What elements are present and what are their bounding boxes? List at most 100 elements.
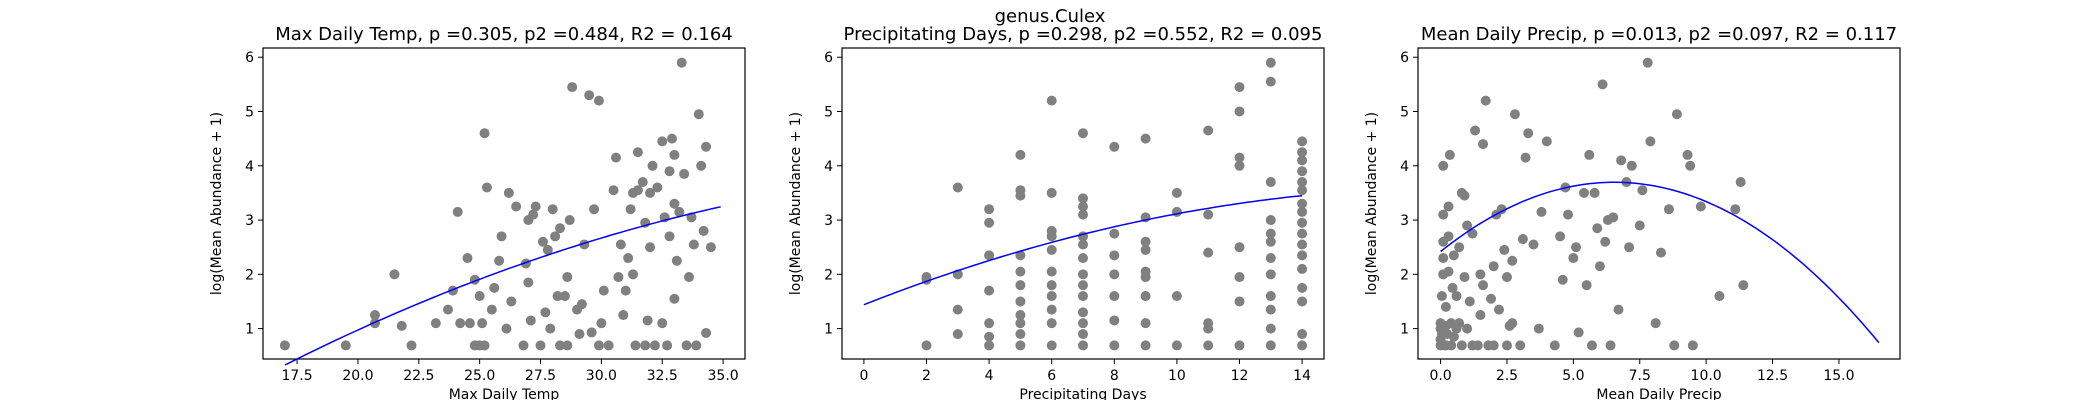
data-point [542,244,553,255]
data-point [618,310,629,321]
data-point [1454,242,1465,253]
data-point [691,340,702,351]
data-point [1695,201,1706,212]
data-point [1297,155,1308,166]
data-point [693,109,704,120]
data-point [1297,296,1308,307]
data-point [1234,296,1245,307]
x-tick-label: 30.0 [586,368,617,384]
data-point [649,340,660,351]
data-point [1265,340,1276,351]
data-point [696,160,707,171]
x-tick-label: 35.0 [708,368,739,384]
data-point [1475,269,1486,280]
data-point [1015,318,1026,329]
data-point [620,285,631,296]
data-point [481,182,492,193]
subplot-title: Max Daily Temp, p =0.305, p2 =0.484, R2 … [275,24,733,45]
data-point [632,185,643,196]
subplot-1: Max Daily Temp, p =0.305, p2 =0.484, R2 … [209,24,746,400]
data-point [525,315,536,326]
data-point [1078,307,1088,318]
data-point [1046,95,1057,106]
data-point [1078,239,1088,250]
data-point [952,304,963,315]
data-point [1297,263,1308,274]
y-tick-label: 4 [824,159,833,175]
y-axis-label: log(Mean Abundance + 1) [788,112,804,295]
data-point [1626,160,1637,171]
data-point [1297,166,1308,177]
data-point [535,340,546,351]
y-tick-label: 1 [245,322,254,338]
data-point [1555,231,1566,242]
data-point [1436,291,1447,302]
data-point [1078,128,1088,139]
data-point [1265,228,1276,239]
data-point [628,269,639,280]
axes-frame [841,47,1325,360]
data-point [474,291,485,302]
data-point [537,236,548,247]
data-point [1265,236,1276,247]
data-point [1046,244,1057,255]
data-point [645,187,656,198]
data-point [503,187,514,198]
data-point [1078,193,1088,204]
data-point [952,329,963,340]
data-point [1507,255,1518,266]
data-point [1171,291,1182,302]
data-point [547,204,558,215]
x-tick-label: 14 [1293,368,1311,384]
x-tick-label: 22.5 [403,368,434,384]
data-point [701,327,712,338]
scatter-points [921,57,1308,351]
x-axis-label: Precipitating Days [1019,387,1146,400]
data-point [1438,253,1449,264]
data-point [1109,340,1120,351]
data-point [584,90,595,101]
data-point [652,182,663,193]
data-point [477,318,488,329]
data-point [1645,136,1656,147]
data-point [1046,318,1057,329]
data-point [640,340,651,351]
data-point [598,285,609,296]
data-point [1520,152,1531,163]
data-point [623,253,634,264]
data-point [1078,209,1088,220]
data-point [608,185,619,196]
data-point [1109,250,1120,261]
y-tick-label: 3 [824,213,833,229]
data-point [1140,291,1151,302]
data-point [1650,318,1661,329]
data-point [1533,323,1544,334]
x-tick-label: 12 [1231,368,1249,384]
data-point [1478,139,1489,150]
data-point [1265,304,1276,315]
data-point [1109,141,1120,152]
data-point [1637,185,1648,196]
y-tick-label: 6 [245,50,254,66]
fit-curve [863,194,1303,306]
x-tick-label: 8 [1110,368,1119,384]
data-point [494,255,505,266]
data-point [496,231,507,242]
data-point [1605,340,1616,351]
data-point [1443,231,1454,242]
data-point [1687,340,1698,351]
y-tick-label: 5 [245,105,254,121]
data-point [632,147,643,158]
data-point [1015,340,1026,351]
y-tick-label: 2 [245,267,254,283]
data-point [501,323,512,334]
data-point [1600,236,1611,247]
data-point [642,315,653,326]
data-point [1140,340,1151,351]
data-point [664,231,675,242]
y-tick-label: 4 [245,159,254,175]
y-tick-label: 5 [1400,105,1409,121]
data-point [1451,291,1462,302]
data-point [279,340,290,351]
